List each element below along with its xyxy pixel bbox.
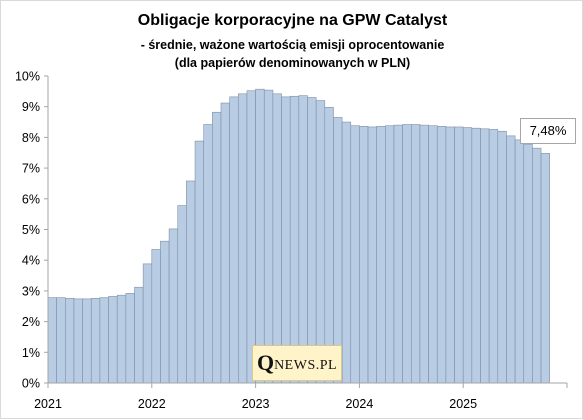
bar-3: [73, 298, 83, 384]
bar-54: [514, 139, 525, 384]
bar-45: [436, 126, 447, 384]
bar-13: [160, 240, 170, 384]
y-tick-label-6: 6%: [22, 192, 40, 206]
bar-53: [506, 135, 516, 384]
bar-51: [488, 129, 499, 384]
bar-25: [263, 89, 274, 384]
bar-32: [324, 107, 334, 384]
bar-49: [471, 127, 481, 384]
bar-21: [229, 96, 239, 384]
y-tick-label-2: 2%: [22, 315, 40, 329]
y-tick-label-0: 0%: [22, 377, 40, 391]
bar-52: [497, 130, 507, 384]
chart-title: Obligacje korporacyjne na GPW Catalyst: [137, 12, 448, 29]
bar-8: [116, 294, 127, 384]
bar-1: [56, 297, 66, 384]
bar-27: [281, 96, 291, 384]
y-tick-label-5: 5%: [22, 223, 40, 237]
bar-20: [220, 102, 230, 384]
bar-23: [246, 90, 256, 384]
bar-38: [376, 126, 386, 384]
logo-letter-q: Q: [256, 350, 275, 375]
bar-22: [238, 93, 248, 384]
y-tick-label-10: 10%: [15, 70, 40, 84]
bar-26: [272, 93, 282, 384]
bar-43: [419, 124, 429, 384]
x-tick-label-2: 2023: [242, 397, 270, 411]
bar-24: [255, 88, 265, 384]
bar-36: [359, 126, 369, 384]
bar-4: [82, 298, 92, 384]
bar-16: [186, 180, 196, 384]
bar-2: [65, 297, 75, 384]
bar-19: [212, 111, 222, 384]
chart-subtitle-1: - średnie, ważone wartością emisji oproc…: [140, 38, 445, 52]
bar-17: [194, 140, 205, 384]
bar-46: [445, 126, 455, 384]
bar-57: [540, 153, 550, 384]
x-tick-label-0: 2021: [34, 397, 62, 411]
x-tick-label-4: 2025: [449, 397, 477, 411]
bar-31: [315, 100, 326, 384]
bar-30: [307, 97, 317, 384]
bar-50: [480, 128, 490, 384]
bar-14: [168, 228, 179, 384]
bar-37: [367, 126, 377, 384]
x-tick-label-3: 2024: [345, 397, 373, 411]
y-tick-label-1: 1%: [22, 346, 40, 360]
y-tick-label-4: 4%: [22, 254, 40, 268]
bar-0: [47, 297, 57, 384]
y-tick-label-8: 8%: [22, 131, 40, 145]
x-tick-label-1: 2022: [138, 397, 166, 411]
bar-48: [462, 127, 473, 384]
bar-5: [90, 297, 101, 384]
bar-10: [134, 286, 144, 384]
bar-28: [289, 95, 300, 384]
qnews-logo: Q NEWS.PL: [252, 345, 342, 381]
bar-42: [410, 124, 421, 384]
bar-44: [428, 125, 438, 384]
last-value-callout: 7,48%: [520, 118, 576, 144]
chart-subtitle-2: (dla papierów denominowanych w PLN): [174, 56, 411, 70]
y-tick-label-9: 9%: [22, 100, 40, 114]
bar-29: [298, 95, 308, 384]
bar-9: [125, 293, 135, 384]
bar-11: [142, 263, 153, 384]
bar-6: [99, 297, 109, 384]
bar-55: [523, 143, 533, 384]
bar-41: [402, 124, 412, 384]
bar-7: [108, 296, 118, 384]
bar-34: [341, 121, 352, 384]
bar-39: [385, 125, 395, 384]
bar-47: [454, 126, 464, 384]
bar-18: [203, 124, 213, 384]
bar-35: [350, 125, 360, 384]
bar-56: [532, 147, 542, 384]
bar-33: [333, 117, 343, 384]
logo-text: NEWS.PL: [274, 358, 338, 373]
bar-40: [393, 124, 403, 384]
y-tick-label-7: 7%: [22, 162, 40, 176]
bar-15: [177, 205, 187, 384]
bar-12: [151, 249, 161, 384]
y-tick-label-3: 3%: [22, 284, 40, 298]
